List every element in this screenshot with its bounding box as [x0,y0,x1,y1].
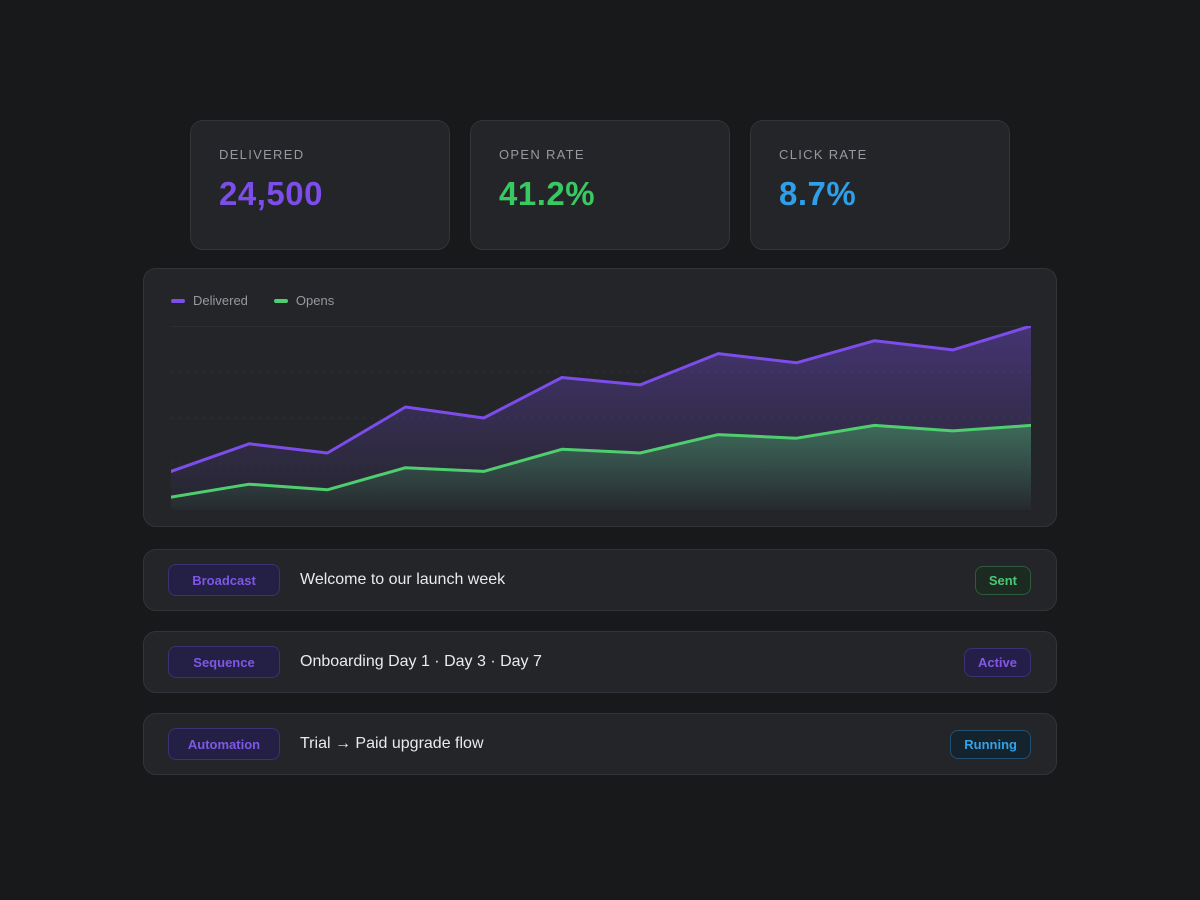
campaign-row-automation[interactable]: Automation Trial → Paid upgrade flow Run… [143,713,1057,775]
stat-card-delivered: DELIVERED 24,500 [190,120,450,250]
campaign-row-sequence[interactable]: Sequence Onboarding Day 1 · Day 3 · Day … [143,631,1057,693]
chart-legend: Delivered Opens [171,293,334,308]
campaign-title: Trial → Paid upgrade flow [300,735,484,752]
status-badge: Sent [974,565,1031,595]
campaign-type-tag[interactable]: Broadcast [168,564,280,596]
campaign-title: Welcome to our launch week [300,571,506,588]
status-badge: Running [950,729,1031,759]
campaign-type-tag[interactable]: Automation [168,728,280,760]
stats-row: DELIVERED 24,500 OPEN RATE 41.2% CLICK R… [190,120,1010,250]
stat-card-click-rate: CLICK RATE 8.7% [750,120,1010,250]
stat-label-click-rate: CLICK RATE [779,147,868,162]
chart-plot [171,326,1031,510]
legend-marker-opens-icon [273,298,288,303]
stat-value-open-rate: 41.2% [499,175,596,212]
campaign-type-tag[interactable]: Sequence [168,646,280,678]
stat-label-open-rate: OPEN RATE [499,147,585,162]
status-badge: Active [963,647,1031,677]
legend-label-opens: Opens [295,293,335,308]
campaign-title: Onboarding Day 1 · Day 3 · Day 7 [300,653,542,670]
stat-card-open-rate: OPEN RATE 41.2% [470,120,730,250]
legend-item-opens: Opens [273,293,335,308]
chart-card: Delivered Opens [143,268,1057,527]
legend-label-delivered: Delivered [193,293,248,308]
stat-label-delivered: DELIVERED [219,147,305,162]
campaign-row-broadcast[interactable]: Broadcast Welcome to our launch week Sen… [143,549,1057,611]
stat-value-click-rate: 8.7% [779,175,857,212]
stat-value-delivered: 24,500 [219,175,323,212]
legend-item-delivered: Delivered [171,293,248,308]
legend-marker-delivered-icon [171,298,185,303]
